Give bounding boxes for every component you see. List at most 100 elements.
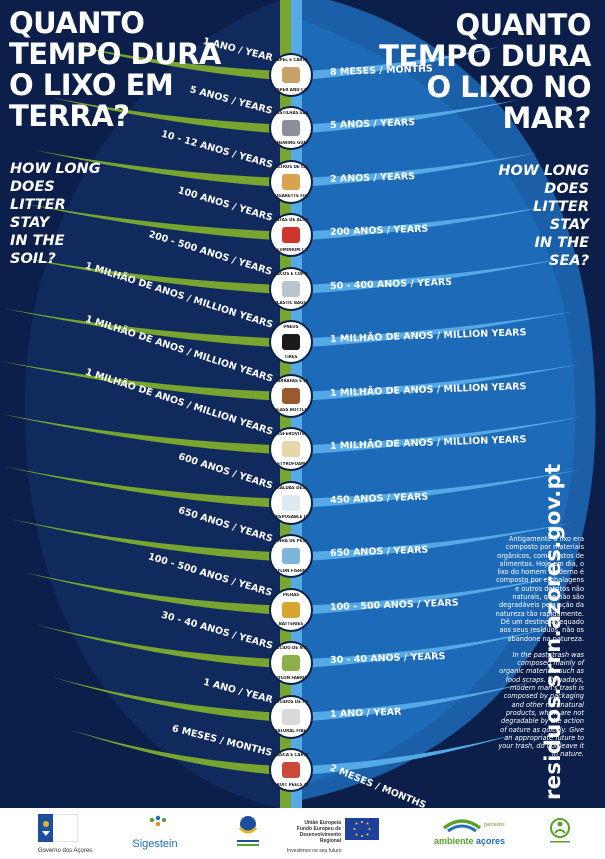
litter-item-picture [282,441,300,458]
litter-item: LINHA DE PESCA DE NYLON NYLON FISHING LIN… [269,534,313,579]
land-vein [22,203,280,241]
litter-item-picture [282,548,300,565]
sea-vein [302,575,564,615]
litter-item-picture [282,762,300,778]
land-vein [52,677,280,722]
litter-item-label-pt: PASTILHAS ELÁSTICAS [274,111,308,116]
litter-item: TECIDO DE NYLON NYLON FABRIC [269,641,313,686]
info-text: Antigamente o lixo era composto por mate… [494,535,584,759]
litter-item-picture [282,708,300,725]
sea-vein [302,152,538,187]
land-vein [52,97,280,134]
title-sea-pt: QUANTO TEMPO DURA O LIXO NO MAR? [379,8,591,135]
sea-vein [302,258,566,294]
litter-item-label-pt: CASCA E CAROÇOS DE FRUTA [274,753,308,757]
website-url[interactable]: residuos.srrn.azores.gov.pt [541,463,565,800]
sea-vein [302,469,580,508]
litter-item-picture [282,67,300,83]
sigestein-icon [149,815,167,827]
litter-item: LATAS DE ALUMÍNIO ALUMINIUM CANS [269,213,313,258]
azores-flag-icon [38,814,78,842]
litter-item: GARRAFAS E FRASCOS DE VIDRO GLASS BOTTLES… [269,373,313,418]
ambiente-caption-1: ambiente [434,836,474,846]
land-vein [4,466,280,508]
litter-item-picture [282,280,300,297]
logo-sigestein-caption: Sigestein [132,838,178,850]
litter-item: PAPEL E CARTÃO PAPER AND CARDBOARD [269,53,313,97]
litter-item-label-pt: PAPEL E CARTÃO [274,58,308,62]
litter-item-picture [282,601,300,618]
litter-item-label-pt: GARRAFAS E FRASCOS DE VIDRO [274,378,308,383]
litter-item: ESFEROVITE STYROFOAM [269,427,313,472]
litter-item-label-pt: TECIDO DE NYLON [274,646,308,651]
sea-vein [302,205,553,241]
logo-uniao-europeia: União Europeia Fundo Europeu de Desenvol… [285,814,385,854]
leaf-person-icon [550,818,570,843]
litter-item-label-en: CHEWING GUMS [274,140,308,145]
ambiente-caption-2: açores [476,836,506,846]
litter-item-picture [282,494,300,511]
litter-item: PASTILHAS ELÁSTICAS CHEWING GUMS [269,106,313,151]
logo-governo-caption: Governo dos Açores [37,848,93,854]
litter-item-label-en: PAPER AND CARDBOARD [274,87,308,92]
info-text-en: In the past, trash was composed mainly o… [498,650,584,759]
litter-item-label-en: CIGARETTE FILTERS [274,194,308,199]
litter-item-label-en: FRUIT PEELS AND SEEDS [274,782,308,787]
litter-item-picture [282,173,300,190]
land-vein [22,571,280,615]
sea-vein [302,522,574,562]
litter-item-label-en: GLASS BOTTLES AND JARS [274,408,308,413]
sea-vein [302,47,500,80]
litter-item-label-pt: PNEUS [283,325,299,330]
logo-ambiente-acores: parceiros ambiente açores [430,814,510,854]
sea-vein [302,681,535,722]
litter-item-picture [282,120,300,137]
litter-item-label-en: BATTERIES [278,622,304,627]
logo-mac [228,814,268,854]
sea-duration-label: 1 ANO / YEAR [329,706,402,720]
land-vein [35,624,281,669]
sea-vein [302,734,517,775]
logo-sigestein: Sigestein [120,814,190,854]
eu-caption-3: Desenvolvimento Regional [299,832,341,844]
land-vein [70,730,280,775]
litter-item-label-pt: SACOS E COPOS DE PLÁSTICO [274,271,308,276]
land-vein [11,519,280,562]
litter-item-label-en: TIRES [284,354,298,359]
land-vein [0,361,281,401]
sea-vein [302,364,581,401]
litter-item-label-pt: ESFEROVITE [277,432,305,437]
logo-governo-acores: Governo dos Açores [30,814,100,854]
litter-item-label-pt: FILTROS DE CIGARROS [274,164,308,169]
sea-vein [302,628,551,669]
footer-logos: Governo dos Açores Sigestein União Europ… [0,808,605,859]
ambiente-caption-3: parceiros [484,822,505,828]
litter-item: CASCA E CAROÇOS DE FRUTA FRUIT PEELS AND … [269,748,313,792]
eu-flag-icon [345,818,379,840]
litter-item-label-en: STYROFOAM [276,461,306,466]
litter-item-label-en: NYLON FABRIC [274,675,308,680]
land-vein [70,45,280,80]
title-sea-en: HOW LONG DOES LITTER STAY IN THE SEA? [498,163,589,269]
land-vein [11,255,280,294]
litter-item: TECIDOS DE FIBRA NATURAL NATURAL FIBER FA… [269,694,313,739]
sea-vein [302,311,575,348]
leaf-right-inner [302,20,576,785]
eu-caption-2: Fundo Europeu de [296,826,341,832]
litter-item: PILHAS BATTERIES [269,587,313,632]
litter-item: FILTROS DE CIGARROS CIGARETTE FILTERS [269,159,313,204]
poster: QUANTO TEMPO DURA O LIXO EM TERRA? HOW L… [0,0,605,808]
sea-vein [302,416,582,455]
ambiente-wave-icon [442,819,482,833]
litter-item-label-pt: FRALDAS DESCARTÁVEIS [274,485,308,490]
land-vein [35,150,281,187]
litter-item-label-en: NATURAL FIBER FABRICS [274,729,308,734]
land-vein [0,413,281,455]
info-text-pt: Antigamente o lixo era composto por mate… [495,535,584,643]
logo-green-project [545,814,575,854]
title-land-pt: QUANTO TEMPO DURA O LIXO EM TERRA? [9,6,221,133]
eu-caption-4: Investimos no seu futuro [287,848,342,854]
land-vein [4,308,280,348]
litter-item-label-pt: LINHA DE PESCA DE NYLON [274,539,308,544]
litter-item-label-en: NYLON FISHING LINE [274,568,308,573]
